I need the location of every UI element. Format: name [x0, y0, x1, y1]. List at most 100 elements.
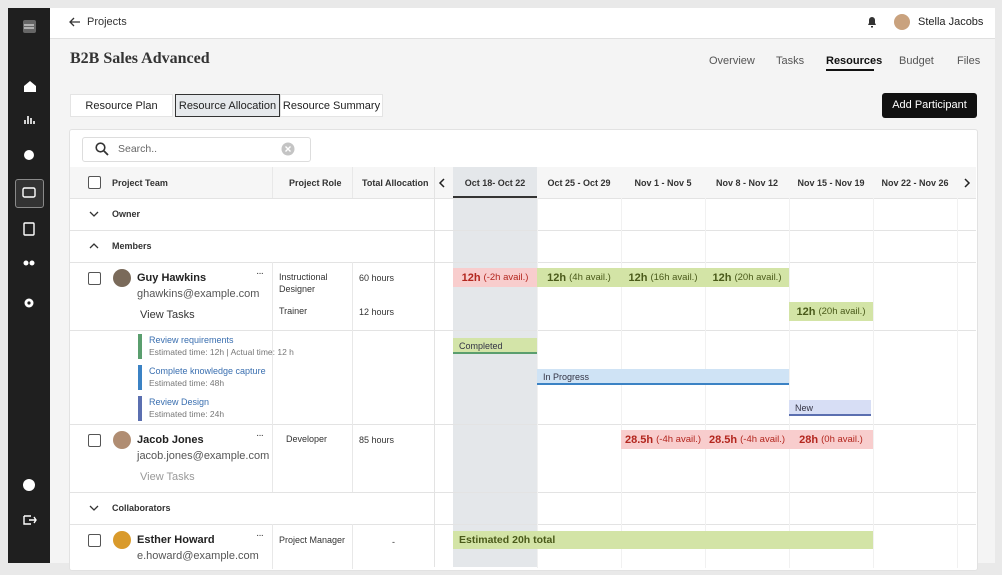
allocation-avail: (-2h avail.): [483, 272, 529, 283]
week-header: Oct 18- Oct 22: [464, 178, 526, 188]
group-toggle[interactable]: [89, 242, 99, 250]
total-allocation: 12 hours: [359, 307, 395, 317]
task-bar: Completed: [453, 338, 537, 354]
task-detail: Estimated time: 48h: [149, 378, 225, 388]
divider: [70, 230, 976, 231]
help-icon[interactable]: [23, 479, 35, 491]
divider: [434, 167, 435, 567]
view-tasks[interactable]: View Tasks: [140, 309, 195, 321]
member-name[interactable]: Guy Hawkins: [137, 272, 207, 284]
user-name: Stella Jacobs: [918, 16, 984, 28]
group-label: Members: [112, 241, 152, 251]
task-name[interactable]: Complete knowledge capture: [149, 366, 266, 376]
project-title: B2B Sales Advanced: [70, 50, 210, 67]
task-marker: [138, 396, 142, 421]
group-toggle[interactable]: [89, 210, 99, 218]
task-name[interactable]: Review requirements: [149, 335, 234, 345]
avatar: [113, 269, 131, 287]
logout-icon[interactable]: [23, 515, 37, 525]
checkbox[interactable]: [88, 176, 101, 189]
divider: [70, 524, 976, 525]
checkbox[interactable]: [88, 272, 101, 285]
nav-item[interactable]: Resources: [826, 55, 883, 67]
task-marker: [138, 334, 142, 359]
view-tasks[interactable]: View Tasks: [140, 471, 195, 483]
sidebar-active: [15, 179, 44, 208]
avatar: [113, 531, 131, 549]
tab[interactable]: Resource Allocation: [175, 94, 280, 117]
task-name[interactable]: Review Design: [149, 397, 210, 407]
hand-icon[interactable]: [24, 150, 34, 160]
chart-icon[interactable]: [24, 116, 35, 124]
divider: [70, 262, 976, 263]
divider: [70, 492, 976, 493]
divider: [957, 198, 958, 568]
task-detail: Estimated time: 24h: [149, 409, 225, 419]
add-participant-button[interactable]: Add Participant: [882, 93, 977, 118]
task-marker: [138, 365, 142, 390]
allocation-hours: 28.5h: [624, 433, 654, 446]
divider: [352, 524, 353, 569]
divider: [352, 262, 353, 492]
divider: [70, 198, 976, 199]
tab[interactable]: Resource Summary: [280, 94, 383, 117]
checkbox[interactable]: [88, 434, 101, 447]
group-label: Owner: [112, 209, 141, 219]
allocation-avail: (-4h avail.): [740, 434, 785, 445]
allocation: 12h (-2h avail.): [453, 268, 537, 287]
member-name[interactable]: Jacob Jones: [137, 434, 204, 446]
search-box[interactable]: [82, 137, 311, 162]
divider: [70, 424, 976, 425]
column-header: Total Allocation: [362, 178, 429, 188]
allocation-avail: (20h avail.): [818, 306, 866, 317]
allocation-hours: 12h: [547, 271, 567, 284]
clear-search[interactable]: [281, 142, 295, 156]
nav-item[interactable]: Tasks: [776, 55, 805, 67]
bell-icon[interactable]: [866, 15, 878, 29]
nav-item[interactable]: Overview: [709, 55, 755, 67]
more-menu[interactable]: ···: [256, 430, 264, 441]
user-avatar[interactable]: [894, 14, 910, 30]
menu-icon[interactable]: [23, 20, 36, 33]
allocation-hours: 28.5h: [708, 433, 738, 446]
tab[interactable]: Resource Plan: [70, 94, 173, 117]
checkbox[interactable]: [88, 534, 101, 547]
sidebar-icons: [22, 20, 37, 525]
divider: [873, 198, 874, 568]
allocation-avail: (4h avail.): [569, 272, 611, 283]
home-icon[interactable]: [24, 81, 36, 92]
role: Trainer: [279, 306, 308, 316]
allocation-avail: (20h avail.): [734, 272, 782, 283]
allocation: 28h (0h avail.): [789, 430, 873, 449]
nav-item[interactable]: Files: [957, 55, 981, 67]
more-menu[interactable]: ···: [256, 530, 264, 541]
search-placeholder: Search..: [118, 143, 158, 155]
task-detail: Estimated time: 12h | Actual time: 12 h: [149, 347, 294, 357]
sidebar: [8, 8, 50, 563]
next-weeks[interactable]: [962, 177, 972, 189]
group-toggle[interactable]: [89, 504, 99, 512]
member-email: e.howard@example.com: [137, 550, 259, 562]
column-header: Project Team: [112, 178, 168, 188]
allocation: 28.5h (-4h avail.): [705, 430, 789, 449]
users-icon[interactable]: [23, 260, 29, 266]
total-allocation: -: [392, 537, 395, 547]
allocation: 12h (20h avail.): [789, 302, 873, 321]
allocation-avail: (16h avail.): [650, 272, 698, 283]
current-week-column: [453, 167, 537, 567]
task-bar: In Progress: [537, 369, 789, 385]
search-icon: [95, 142, 109, 156]
breadcrumb[interactable]: Projects: [87, 16, 127, 28]
more-menu[interactable]: ···: [256, 268, 264, 279]
divider: [272, 167, 273, 198]
estimate-bar: Estimated 20h total: [453, 531, 873, 549]
back-arrow[interactable]: [68, 16, 82, 28]
week-header: Nov 1 - Nov 5: [634, 178, 692, 188]
prev-weeks[interactable]: [437, 177, 447, 189]
doc-icon[interactable]: [23, 222, 35, 236]
divider: [352, 167, 353, 198]
divider: [272, 524, 273, 569]
member-name[interactable]: Esther Howard: [137, 534, 215, 546]
card-icon[interactable]: [22, 187, 36, 198]
nav-item[interactable]: Budget: [899, 55, 934, 67]
